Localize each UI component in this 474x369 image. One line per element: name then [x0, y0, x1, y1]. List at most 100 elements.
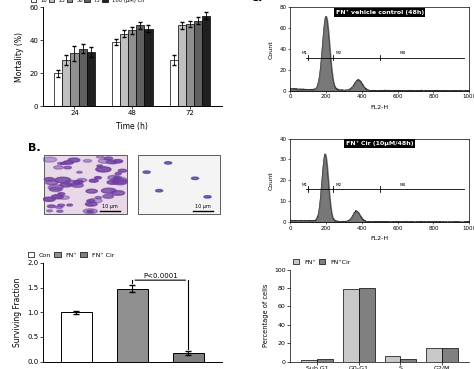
Circle shape: [72, 183, 83, 187]
Circle shape: [87, 204, 93, 206]
Legend: 10, 25, 50, 75, 100 (μM) Cir: 10, 25, 50, 75, 100 (μM) Cir: [31, 0, 145, 3]
Circle shape: [54, 166, 64, 169]
Circle shape: [89, 198, 102, 203]
Circle shape: [111, 177, 127, 182]
Circle shape: [98, 159, 111, 163]
X-axis label: FL2-H: FL2-H: [371, 105, 389, 110]
Circle shape: [111, 162, 117, 164]
Text: M4: M4: [400, 183, 406, 187]
Bar: [137, 25, 145, 106]
Bar: [301, 360, 317, 362]
Y-axis label: Percentage of cells: Percentage of cells: [263, 284, 269, 347]
Circle shape: [47, 205, 55, 208]
Circle shape: [114, 180, 127, 185]
Circle shape: [143, 171, 150, 173]
Circle shape: [104, 157, 113, 160]
Text: M1: M1: [301, 51, 307, 55]
Circle shape: [58, 162, 64, 165]
X-axis label: Time (h): Time (h): [116, 122, 148, 131]
Circle shape: [113, 179, 119, 181]
Circle shape: [44, 177, 54, 181]
Bar: [71, 54, 79, 106]
Bar: [178, 25, 186, 106]
Circle shape: [55, 206, 63, 208]
Bar: [343, 289, 359, 362]
Circle shape: [57, 210, 63, 212]
Circle shape: [65, 180, 80, 186]
Circle shape: [83, 209, 97, 214]
Y-axis label: Count: Count: [269, 40, 274, 59]
Bar: [87, 52, 95, 106]
Circle shape: [64, 166, 72, 169]
Bar: [173, 353, 204, 362]
Bar: [384, 356, 401, 362]
Circle shape: [96, 156, 104, 158]
Circle shape: [155, 189, 163, 192]
Circle shape: [191, 177, 199, 180]
Circle shape: [61, 162, 66, 165]
Circle shape: [64, 161, 73, 164]
Circle shape: [111, 191, 125, 195]
Circle shape: [43, 157, 57, 162]
Circle shape: [46, 180, 58, 184]
Circle shape: [86, 189, 97, 193]
Circle shape: [87, 200, 95, 202]
Circle shape: [68, 158, 80, 162]
Text: M4: M4: [400, 51, 406, 55]
Circle shape: [49, 187, 62, 192]
Text: M1: M1: [301, 183, 307, 187]
Bar: [62, 60, 71, 106]
Text: C.: C.: [251, 0, 263, 3]
Bar: [317, 359, 333, 362]
Y-axis label: Mortality (%): Mortality (%): [15, 32, 24, 82]
Circle shape: [47, 210, 52, 212]
Circle shape: [101, 188, 116, 193]
Circle shape: [48, 185, 64, 190]
Legend: FN⁺, FN⁺Cir: FN⁺, FN⁺Cir: [293, 259, 351, 265]
Circle shape: [87, 211, 93, 213]
Text: M2: M2: [335, 51, 341, 55]
Circle shape: [114, 177, 119, 179]
Circle shape: [43, 197, 55, 201]
Circle shape: [59, 196, 69, 199]
Bar: [137, 155, 220, 214]
Bar: [202, 15, 210, 106]
Circle shape: [118, 169, 127, 172]
Bar: [186, 24, 194, 106]
Circle shape: [115, 173, 121, 175]
Bar: [54, 73, 62, 106]
Text: FN⁺ Cir (10μM/48h): FN⁺ Cir (10μM/48h): [346, 141, 413, 146]
Bar: [61, 312, 91, 362]
Bar: [117, 289, 148, 362]
Text: 10 μm: 10 μm: [102, 204, 118, 209]
Text: B.: B.: [28, 142, 41, 152]
Text: FN⁺ vehicle control (48h): FN⁺ vehicle control (48h): [336, 10, 424, 15]
Legend: Con, FN⁺, FN⁺ Cir: Con, FN⁺, FN⁺ Cir: [28, 252, 114, 258]
Bar: [442, 348, 458, 362]
Circle shape: [96, 167, 111, 172]
Circle shape: [113, 159, 123, 163]
Circle shape: [107, 160, 117, 164]
X-axis label: FL2-H: FL2-H: [371, 236, 389, 241]
Bar: [79, 48, 87, 106]
Circle shape: [60, 183, 72, 187]
Circle shape: [77, 171, 82, 173]
Circle shape: [67, 204, 73, 206]
Circle shape: [76, 180, 83, 182]
Circle shape: [58, 204, 64, 206]
Circle shape: [97, 165, 102, 167]
Circle shape: [204, 196, 211, 198]
Bar: [128, 30, 137, 106]
Circle shape: [95, 177, 101, 179]
Bar: [112, 42, 120, 106]
Circle shape: [103, 194, 113, 198]
Text: P<0.0001: P<0.0001: [143, 273, 178, 279]
Y-axis label: Surviving Fraction: Surviving Fraction: [13, 277, 22, 347]
Y-axis label: Count: Count: [269, 171, 274, 190]
Circle shape: [164, 162, 172, 164]
Bar: [45, 155, 127, 214]
Circle shape: [77, 179, 87, 182]
Circle shape: [83, 159, 91, 162]
Circle shape: [85, 202, 97, 206]
Bar: [120, 34, 128, 106]
